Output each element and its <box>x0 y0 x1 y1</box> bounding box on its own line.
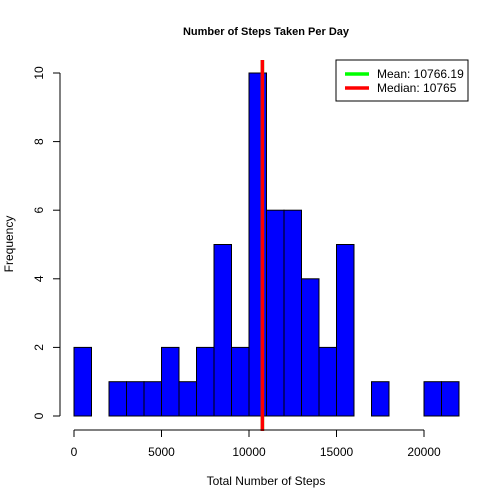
y-tick-label: 10 <box>32 66 46 80</box>
histogram-bar <box>423 381 442 417</box>
histogram-bars <box>73 72 460 417</box>
histogram-bar <box>301 278 320 417</box>
histogram-bar <box>213 244 232 417</box>
y-tick-label: 4 <box>32 275 46 282</box>
y-tick-label: 2 <box>32 344 46 351</box>
x-tick-label: 0 <box>71 445 78 459</box>
histogram-bar <box>178 381 197 417</box>
legend-label: Mean: 10766.19 <box>377 67 464 81</box>
y-tick-label: 0 <box>32 412 46 419</box>
y-axis-label: Frequency <box>2 216 16 273</box>
histogram-bar <box>108 381 127 417</box>
legend-label: Median: 10765 <box>377 81 457 95</box>
x-tick-label: 5000 <box>148 445 175 459</box>
histogram-bar <box>283 209 302 417</box>
chart-title: Number of Steps Taken Per Day <box>183 26 350 38</box>
histogram-bar <box>161 346 180 417</box>
histogram-bar <box>336 244 355 417</box>
histogram-bar <box>266 209 285 417</box>
y-axis: 0 2 4 6 8 10 <box>32 66 61 419</box>
x-tick-label: 15000 <box>320 445 354 459</box>
histogram-bar <box>196 346 215 417</box>
histogram-bar <box>143 381 162 417</box>
legend-box <box>335 59 469 102</box>
histogram-bar <box>371 381 390 417</box>
histogram-bar <box>231 346 250 417</box>
histogram-bar <box>73 346 92 417</box>
x-axis: 0 5000 10000 15000 20000 <box>71 429 441 459</box>
histogram-bar <box>318 346 337 417</box>
histogram-bar <box>126 381 145 417</box>
y-tick-label: 8 <box>32 138 46 145</box>
x-tick-label: 20000 <box>407 445 441 459</box>
y-tick-label: 6 <box>32 207 46 214</box>
x-axis-label: Total Number of Steps <box>207 474 326 488</box>
x-tick-label: 10000 <box>232 445 266 459</box>
histogram-bar <box>441 381 460 417</box>
